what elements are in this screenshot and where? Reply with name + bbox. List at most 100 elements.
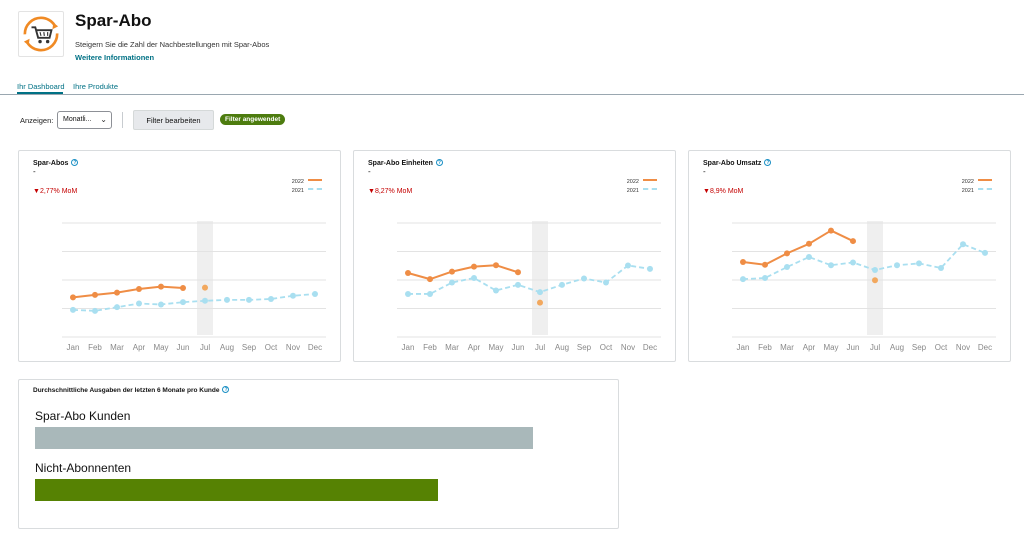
x-tick-label: May (153, 343, 168, 352)
card-title: Durchschnittliche Ausgaben der letzten 6… (33, 386, 230, 394)
x-tick-label: Jan (67, 343, 80, 352)
data-point-2021 (246, 296, 252, 303)
x-tick-label: Aug (555, 343, 569, 352)
data-point-2021 (806, 254, 812, 261)
x-tick-label: Mar (780, 343, 794, 352)
data-point-2021 (960, 241, 966, 248)
x-tick-label: Jan (402, 343, 415, 352)
data-point-2021 (92, 307, 98, 314)
x-tick-label: Feb (758, 343, 772, 352)
chevron-down-icon: ⌄ (100, 115, 107, 124)
x-tick-label: Jun (177, 343, 190, 352)
subscribe-cart-icon (23, 16, 59, 52)
x-tick-label: Jul (200, 343, 210, 352)
data-point-2021 (290, 292, 296, 299)
data-point-2021 (405, 290, 411, 297)
mom-change: ▼2,77% MoM (33, 188, 78, 195)
data-point-2021 (872, 267, 878, 274)
subscribers-label: Spar-Abo Kunden (35, 409, 131, 423)
tab-bar: Ihr Dashboard Ihre Produkte (0, 78, 1024, 95)
page-subtitle: Steigern Sie die Zahl der Nachbestellung… (75, 40, 270, 49)
data-point-2021 (515, 281, 521, 288)
card-units: Spar-Abo Einheiten? - ▼8,27% MoM 2022 20… (353, 150, 676, 362)
down-triangle-icon: ▼ (33, 188, 40, 195)
x-tick-label: Apr (133, 343, 146, 352)
x-tick-label: Apr (803, 343, 816, 352)
data-point-2021 (449, 279, 455, 286)
legend-2021: 2021 (627, 188, 657, 194)
show-label: Anzeigen: (20, 116, 54, 125)
period-select[interactable]: Monatli... ⌄ (57, 111, 112, 129)
x-tick-label: Sep (242, 343, 257, 352)
x-tick-label: Mar (445, 343, 459, 352)
data-point-2022 (180, 285, 186, 292)
line-chart: Jan Feb Mar Apr May Jun Jul Aug Sep Oct Nov Dec (732, 221, 996, 352)
x-tick-label: Mar (110, 343, 124, 352)
x-tick-label: Apr (468, 343, 481, 352)
divider (122, 112, 123, 128)
card-value: - (33, 167, 36, 176)
legend-2022: 2022 (962, 179, 992, 185)
series-line-2021 (72, 293, 316, 312)
tab-dashboard[interactable]: Ihr Dashboard (17, 82, 65, 91)
x-tick-label: Dec (643, 343, 657, 352)
data-point-2021 (471, 275, 477, 281)
data-point-2022 (740, 259, 746, 266)
card-title: Spar-Abo Einheiten? (368, 159, 443, 167)
x-tick-label: Aug (220, 343, 234, 352)
tab-products[interactable]: Ihre Produkte (73, 82, 119, 91)
data-point-2021 (224, 296, 230, 303)
x-tick-label: Sep (577, 343, 592, 352)
data-point-2022 (136, 285, 142, 292)
subscribers-bar (35, 427, 533, 449)
more-info-link[interactable]: Weitere Informationen (75, 53, 155, 62)
period-select-value: Monatli... (63, 116, 92, 123)
down-triangle-icon: ▼ (368, 188, 375, 195)
data-point-2022 (828, 227, 834, 234)
x-tick-label: Oct (265, 343, 278, 352)
data-point-2022 (427, 276, 433, 283)
x-tick-label: Dec (978, 343, 992, 352)
data-point-2022 (449, 268, 455, 275)
filter-applied-badge: Filter angewendet (220, 114, 286, 125)
data-point-2022 (784, 250, 790, 257)
line-chart: Jan Feb Mar Apr May Jun Jul Aug Sep Oct Nov Dec (62, 221, 326, 352)
data-point-2022 (762, 261, 768, 268)
x-tick-label: Feb (423, 343, 437, 352)
mom-change: ▼8,27% MoM (368, 188, 413, 195)
data-point-2021 (581, 275, 587, 282)
data-point-2022 (850, 238, 856, 245)
x-tick-label: Feb (88, 343, 102, 352)
non-subscribers-bar (35, 479, 439, 501)
edit-filter-button[interactable]: Filter bearbeiten (133, 110, 214, 130)
x-tick-label: Aug (890, 343, 904, 352)
help-icon[interactable]: ? (435, 159, 443, 166)
data-point-2021 (312, 290, 318, 297)
help-icon[interactable]: ? (71, 159, 79, 166)
x-tick-label: Jul (535, 343, 545, 352)
series-line-2022 (72, 285, 184, 299)
x-tick-label: Sep (912, 343, 927, 352)
card-value: - (368, 167, 371, 176)
help-icon[interactable]: ? (222, 386, 230, 393)
legend-2021: 2021 (962, 188, 992, 194)
data-point-2022 (405, 269, 411, 276)
partial-point-2022 (872, 277, 878, 284)
data-point-2022 (70, 294, 76, 301)
data-point-2021 (493, 287, 499, 294)
data-point-2022 (493, 262, 499, 269)
help-icon[interactable]: ? (764, 159, 772, 166)
data-point-2022 (471, 263, 477, 270)
data-point-2022 (158, 283, 164, 290)
page-title: Spar-Abo (75, 11, 152, 30)
x-tick-label: Oct (600, 343, 613, 352)
x-tick-label: Jun (847, 343, 860, 352)
x-tick-label: May (823, 343, 838, 352)
data-point-2021 (625, 262, 631, 269)
data-point-2022 (114, 289, 120, 296)
down-triangle-icon: ▼ (703, 188, 710, 195)
data-point-2021 (537, 289, 543, 296)
x-tick-label: May (488, 343, 503, 352)
x-tick-label: Jan (737, 343, 750, 352)
data-point-2021 (70, 306, 76, 313)
